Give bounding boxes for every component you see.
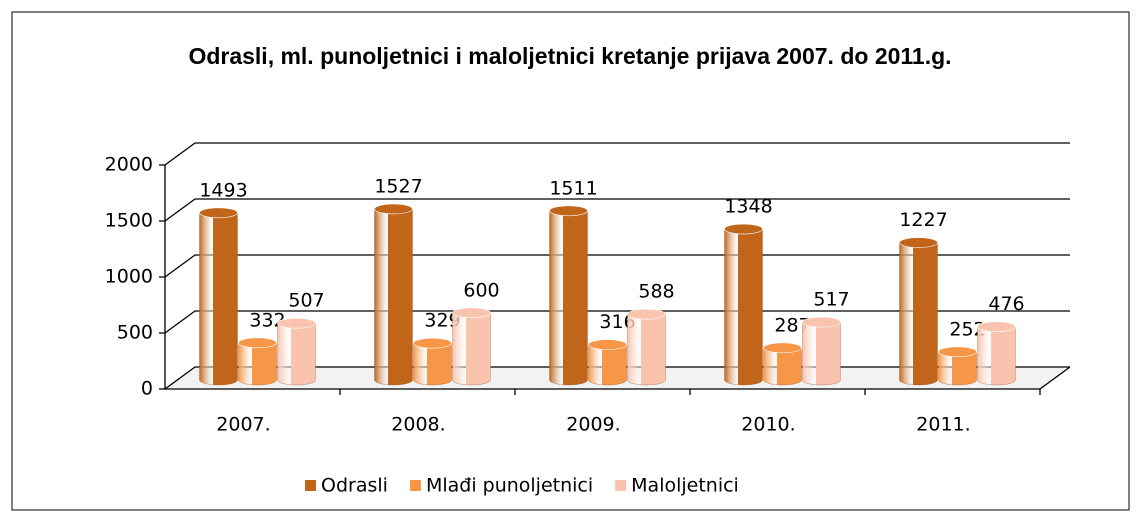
bar-body <box>588 344 627 386</box>
bar <box>413 337 452 386</box>
bar <box>277 317 316 386</box>
data-label: 476 <box>988 293 1024 315</box>
bar-top <box>452 307 491 319</box>
bar-top <box>627 308 666 320</box>
grid-line <box>164 198 1070 222</box>
x-tick-label: 2011. <box>916 414 970 436</box>
bar <box>977 321 1016 386</box>
y-tick-label: 1000 <box>105 266 153 288</box>
data-label: 316 <box>599 311 635 333</box>
bar-body <box>549 210 588 386</box>
bar-body <box>374 208 413 386</box>
bar-top <box>277 317 316 329</box>
bar <box>763 342 802 386</box>
bar-body <box>802 321 841 386</box>
legend-swatch <box>409 480 421 491</box>
chart-title: Odrasli, ml. punoljetnici i maloljetnici… <box>188 43 952 69</box>
bar <box>549 205 588 386</box>
bar-top <box>238 337 277 349</box>
bar-body <box>724 228 763 386</box>
x-tick-label: 2008. <box>391 414 445 436</box>
data-label: 252 <box>949 318 985 340</box>
legend-swatch <box>305 480 316 491</box>
x-tick-label: 2007. <box>216 414 270 436</box>
legend-label: Mlađi punoljetnici <box>426 475 593 497</box>
data-label: 1493 <box>199 179 247 201</box>
y-tick-label: 0 <box>141 378 153 400</box>
grid-line <box>164 310 1070 334</box>
bar <box>374 203 413 386</box>
bar <box>452 307 491 386</box>
data-label: 517 <box>813 289 849 311</box>
data-label: 1511 <box>549 177 597 199</box>
bar-top <box>938 346 977 358</box>
data-label: 600 <box>463 279 499 301</box>
bar-top <box>763 342 802 354</box>
grid-line <box>164 254 1070 278</box>
data-label: 588 <box>638 281 674 303</box>
data-label: 332 <box>249 309 285 331</box>
bar-top <box>413 337 452 349</box>
x-tick-label: 2009. <box>566 414 620 436</box>
data-label: 1527 <box>374 175 422 197</box>
bar-body <box>899 242 938 386</box>
legend-label: Odrasli <box>321 475 388 497</box>
bar-body <box>977 326 1016 386</box>
grid-line <box>164 142 1070 166</box>
bar <box>724 223 763 386</box>
data-label: 287 <box>774 314 810 336</box>
legend-swatch <box>615 480 627 491</box>
bar <box>199 207 238 386</box>
data-label: 507 <box>288 290 324 312</box>
y-tick-label: 500 <box>117 322 153 344</box>
data-label: 329 <box>424 310 460 332</box>
bar-body <box>199 212 238 386</box>
x-tick-label: 2010. <box>741 414 795 436</box>
bar-body <box>452 312 491 386</box>
bar <box>899 237 938 386</box>
y-tick-label: 1500 <box>105 210 153 232</box>
bar <box>627 308 666 386</box>
bar-body <box>238 342 277 386</box>
bar-body <box>413 343 452 386</box>
chart-border <box>11 11 1130 511</box>
bar <box>802 316 841 386</box>
bar-top <box>199 207 238 219</box>
bar-body <box>627 313 666 386</box>
legend-label: Maloljetnici <box>631 475 739 497</box>
data-label: 1227 <box>899 209 947 231</box>
y-tick-label: 2000 <box>105 154 153 176</box>
bar-top <box>802 316 841 328</box>
bar-top <box>588 339 627 350</box>
bar-body <box>763 347 802 386</box>
bar-body <box>938 351 977 386</box>
bar-top <box>724 223 763 235</box>
bar <box>238 337 277 386</box>
bar <box>588 339 627 386</box>
floor-edge <box>1039 366 1071 390</box>
bar <box>938 346 977 386</box>
bar-top <box>549 205 588 217</box>
bar-body <box>277 323 316 386</box>
bar-top <box>899 237 938 248</box>
bar-top <box>977 321 1016 332</box>
bar-top <box>374 203 413 215</box>
data-label: 1348 <box>724 196 772 218</box>
